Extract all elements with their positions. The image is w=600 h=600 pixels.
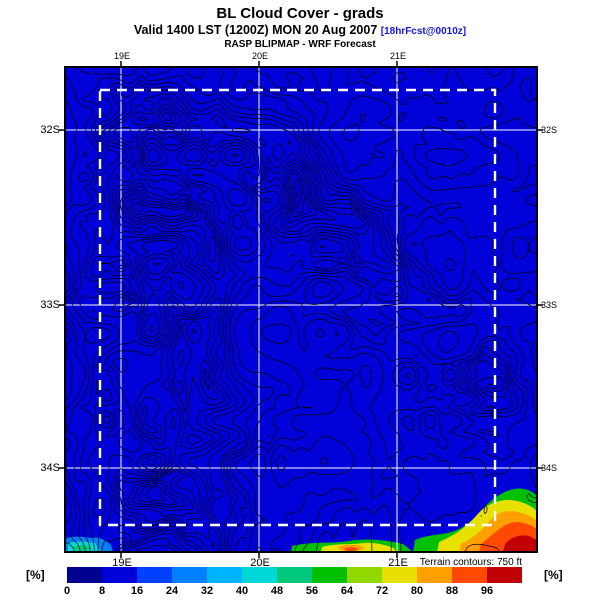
colorbar-segment <box>452 567 487 583</box>
forecast-init-tag: [18hrFcst@0010z] <box>380 26 467 37</box>
colorbar-segment <box>312 567 347 583</box>
colorbar-tick-label: 16 <box>130 585 144 597</box>
y-tick-right-33s: 33S <box>541 300 558 310</box>
cloud-region-se-darkred <box>503 535 537 552</box>
colorbar-tick-label: 88 <box>445 585 459 597</box>
colorbar-unit-right: [%] <box>544 568 563 582</box>
x-tick-top-19e: 19E <box>113 51 130 61</box>
colorbar-tick-label: 40 <box>235 585 249 597</box>
colorbar-segment <box>277 567 312 583</box>
terrain-contours <box>64 66 538 553</box>
colorbar-tick-label: 24 <box>165 585 179 597</box>
colorbar-tick-label: 80 <box>410 585 424 597</box>
forecast-map <box>59 61 543 558</box>
colorbar-tick-label: 48 <box>270 585 284 597</box>
colorbar-segment <box>102 567 137 583</box>
colorbar-segment <box>242 567 277 583</box>
x-tick-bottom-19e: 19E <box>112 557 132 569</box>
colorbar-segment <box>382 567 417 583</box>
cloud-region-coast-red <box>344 547 358 552</box>
colorbar-tick-label: 32 <box>200 585 214 597</box>
colorbar-segment <box>417 567 452 583</box>
colorbar-tick-label: 72 <box>375 585 389 597</box>
terrain-contour-note: Terrain contours: 750 ft <box>419 557 522 568</box>
y-tick-right-32s: 32S <box>541 125 558 135</box>
colorbar-segment <box>67 567 102 583</box>
colorbar-segment <box>172 567 207 583</box>
colorbar-tick-label: 8 <box>98 585 106 597</box>
terrain-contour-lines <box>64 66 538 553</box>
x-tick-top-21e: 21E <box>389 51 406 61</box>
y-tick-left-34s: 34S <box>40 462 60 474</box>
colorbar-segment <box>207 567 242 583</box>
cloud-region-sw-teal <box>73 545 91 551</box>
colorbar-tick-label: 64 <box>340 585 354 597</box>
colorbar-tick-label: 0 <box>63 585 71 597</box>
colorbar-labels: 0 8 16 24 32 40 48 56 64 72 80 88 96 <box>0 585 600 598</box>
valid-time-text: Valid 1400 LST (1200Z) MON 20 Aug 2007 <box>133 23 381 37</box>
map-background <box>65 67 537 552</box>
model-domain-box <box>98 88 497 527</box>
y-tick-right-34s: 34S <box>541 463 558 473</box>
model-line: RASP BLIPMAP - WRF Forecast <box>224 39 376 50</box>
page-title: BL Cloud Cover - grads <box>216 5 384 22</box>
colorbar-unit-left: [%] <box>26 568 45 582</box>
x-tick-top-20e: 20E <box>251 51 268 61</box>
map-frame <box>64 66 538 553</box>
y-tick-left-32s: 32S <box>40 124 60 136</box>
x-tick-bottom-21e: 21E <box>388 557 408 569</box>
colorbar <box>67 567 522 583</box>
valid-time-line: Valid 1400 LST (1200Z) MON 20 Aug 2007 [… <box>0 23 600 37</box>
colorbar-tick-label: 56 <box>305 585 319 597</box>
y-tick-left-33s: 33S <box>40 299 60 311</box>
colorbar-segment <box>137 567 172 583</box>
colorbar-tick-label: 96 <box>480 585 494 597</box>
colorbar-segment <box>487 567 522 583</box>
colorbar-segment <box>347 567 382 583</box>
x-tick-bottom-20e: 20E <box>250 557 270 569</box>
latlon-grid <box>65 67 537 552</box>
